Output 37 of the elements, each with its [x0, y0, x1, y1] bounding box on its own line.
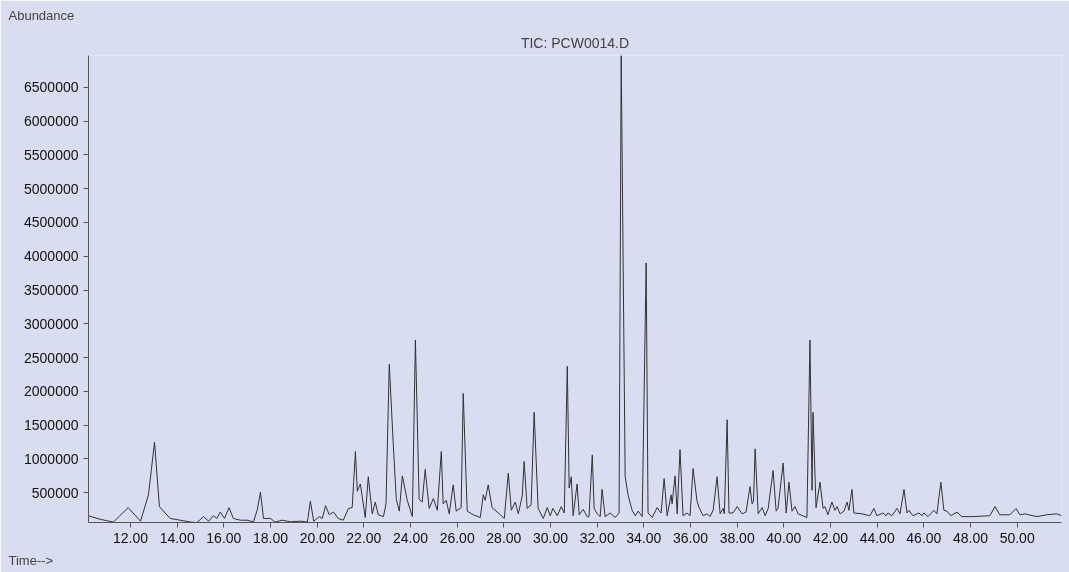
x-tick-label: 26.00	[439, 529, 475, 546]
x-tick-label: 40.00	[766, 529, 802, 546]
x-tick-label: 48.00	[952, 529, 989, 546]
x-tick-label: 34.00	[626, 529, 662, 546]
y-tick-label: 1500000	[24, 417, 79, 434]
y-tick-label: 6500000	[24, 79, 79, 96]
x-tick-label: 18.00	[252, 529, 289, 546]
x-axis-title: Time-->	[8, 552, 54, 568]
x-tick-label: 22.00	[346, 529, 382, 546]
x-tick-label: 36.00	[672, 529, 709, 546]
x-tick-label: 46.00	[906, 529, 942, 546]
y-tick-label: 5500000	[24, 146, 79, 163]
y-tick-label: 3500000	[24, 282, 79, 299]
x-tick-label: 28.00	[486, 529, 522, 546]
x-tick-label: 44.00	[859, 529, 895, 546]
y-tick-label: 6000000	[24, 113, 79, 130]
chart-title: TIC: PCW0014.D	[520, 34, 630, 51]
x-tick-label: 24.00	[392, 529, 429, 546]
y-axis-title: Abundance	[8, 7, 75, 23]
x-tick-label: 42.00	[812, 529, 849, 546]
y-tick-label: 4500000	[24, 214, 79, 231]
x-tick-label: 16.00	[206, 529, 242, 546]
y-tick-label: 4000000	[24, 248, 79, 265]
y-tick-label: 500000	[31, 484, 79, 501]
line-series	[88, 55, 1062, 523]
y-tick-label: 2000000	[24, 383, 79, 400]
x-tick-label: 14.00	[159, 529, 195, 546]
y-tick-label: 2500000	[24, 349, 79, 366]
x-tick-label: 50.00	[999, 529, 1035, 546]
x-tick-label: 20.00	[299, 529, 335, 546]
y-tick-label: 5000000	[24, 180, 79, 197]
y-tick-label: 3000000	[24, 315, 79, 332]
x-tick-label: 12.00	[112, 529, 149, 546]
x-tick-label: 30.00	[532, 529, 569, 546]
x-tick-label: 32.00	[579, 529, 615, 546]
y-tick-label: 1000000	[24, 450, 79, 467]
x-tick-label: 38.00	[719, 529, 755, 546]
